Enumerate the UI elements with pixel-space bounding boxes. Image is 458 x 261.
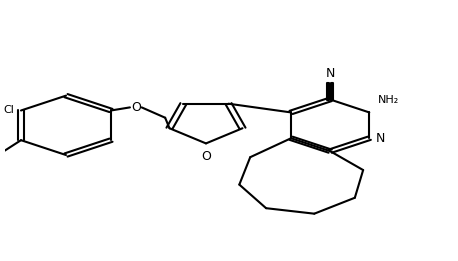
Text: Cl: Cl — [3, 105, 14, 115]
Text: N: N — [326, 67, 335, 80]
Text: O: O — [131, 101, 141, 114]
Text: N: N — [376, 132, 386, 145]
Text: O: O — [201, 150, 211, 163]
Text: NH₂: NH₂ — [378, 95, 399, 105]
